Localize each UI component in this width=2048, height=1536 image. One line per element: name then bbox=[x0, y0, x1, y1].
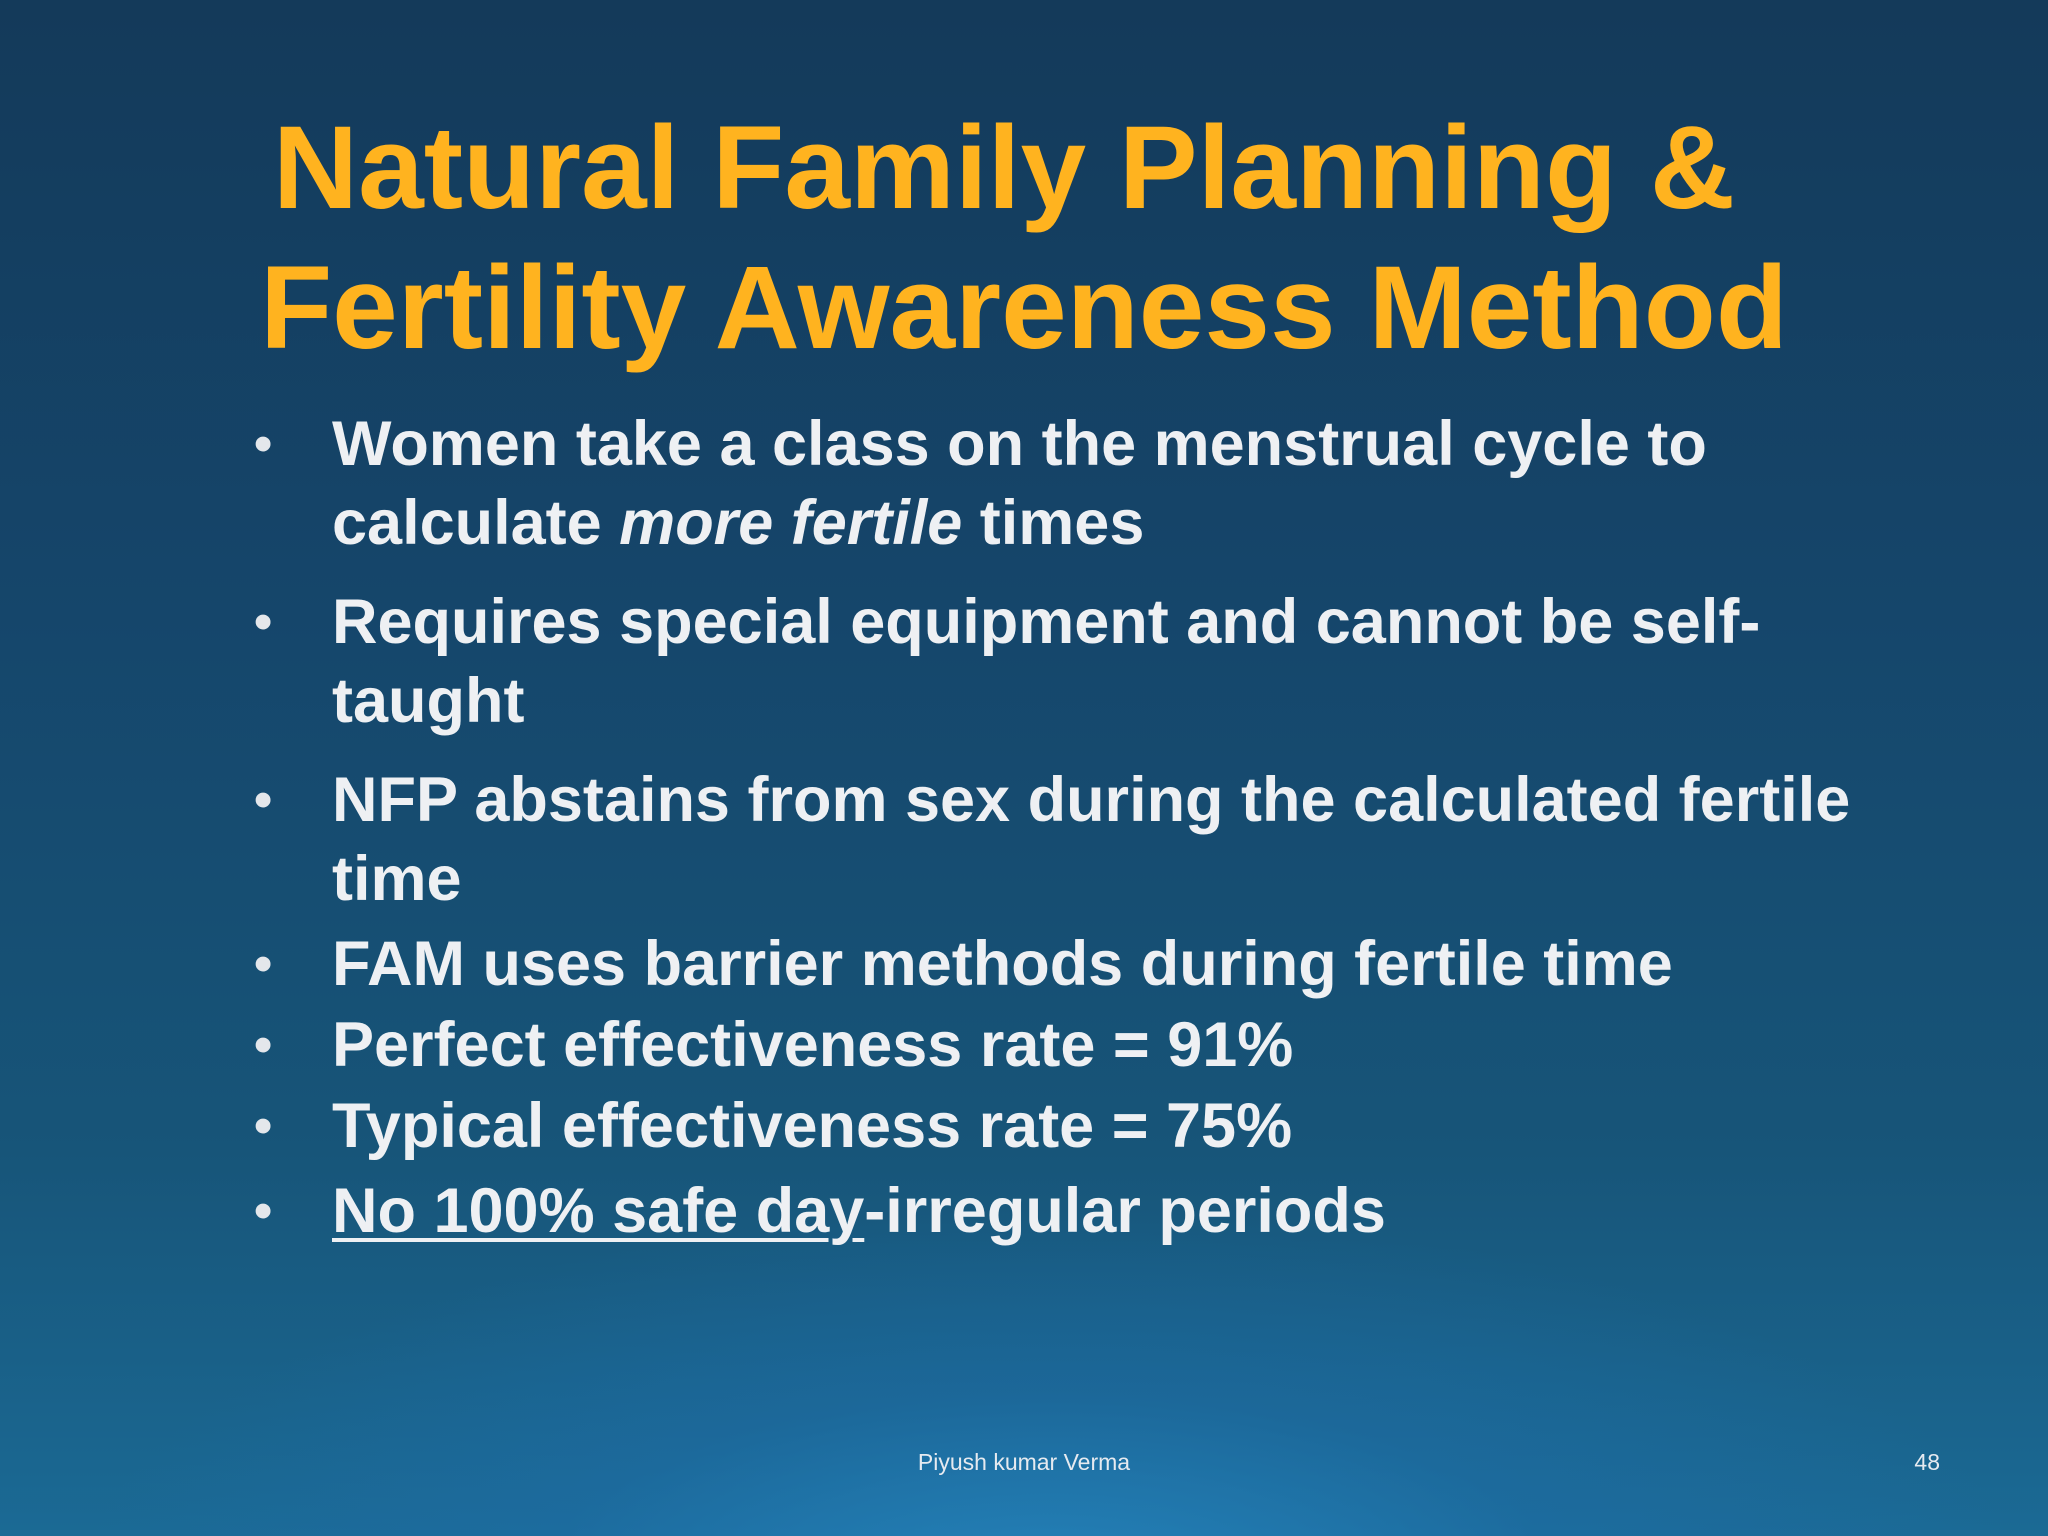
bullet-emphasis: more fertile bbox=[619, 488, 963, 558]
bullet-item: • No 100% safe day-irregular periods bbox=[250, 1172, 1950, 1251]
bullet-item: • Perfect effectiveness rate = 91% bbox=[250, 1006, 1950, 1085]
bullet-icon: • bbox=[254, 1182, 273, 1240]
footer-author: Piyush kumar Verma bbox=[917, 1449, 1131, 1475]
bullet-icon: • bbox=[254, 771, 273, 829]
bullet-icon: • bbox=[254, 1097, 273, 1155]
bullet-icon: • bbox=[254, 1016, 273, 1074]
bullet-underlined-text: No 100% safe day bbox=[332, 1176, 865, 1246]
slide-title-line-2: Fertility Awareness Method bbox=[260, 242, 1788, 374]
bullet-item: • FAM uses barrier methods during fertil… bbox=[250, 925, 1950, 1004]
bullet-text: FAM uses barrier methods during fertile … bbox=[332, 929, 1673, 999]
bullet-text: Perfect effectiveness rate = 91% bbox=[332, 1010, 1294, 1080]
bullet-item: • Women take a class on the menstrual cy… bbox=[250, 405, 1950, 563]
bullet-item: • Typical effectiveness rate = 75% bbox=[250, 1087, 1950, 1166]
bullet-text-after: -irregular periods bbox=[864, 1176, 1386, 1246]
slide-title-line-1: Natural Family Planning & bbox=[272, 102, 1736, 234]
bullet-icon: • bbox=[254, 935, 273, 993]
bullet-list: • Women take a class on the menstrual cy… bbox=[250, 405, 1950, 1251]
bullet-text: Typical effectiveness rate = 75% bbox=[332, 1091, 1293, 1161]
page-number: 48 bbox=[1914, 1449, 1940, 1475]
bullet-text-after: times bbox=[962, 488, 1145, 558]
bullet-item: • Requires special equipment and cannot … bbox=[250, 583, 1950, 741]
slide-title: Natural Family Planning & Fertility Awar… bbox=[0, 98, 2048, 378]
bullet-text: NFP abstains from sex during the calcula… bbox=[332, 765, 1851, 914]
bullet-text: Women take a class on the menstrual cycl… bbox=[332, 409, 1707, 558]
bullet-icon: • bbox=[254, 415, 273, 473]
bullet-text: Requires special equipment and cannot be… bbox=[332, 587, 1761, 736]
bullet-icon: • bbox=[254, 593, 273, 651]
bullet-item: • NFP abstains from sex during the calcu… bbox=[250, 761, 1950, 919]
